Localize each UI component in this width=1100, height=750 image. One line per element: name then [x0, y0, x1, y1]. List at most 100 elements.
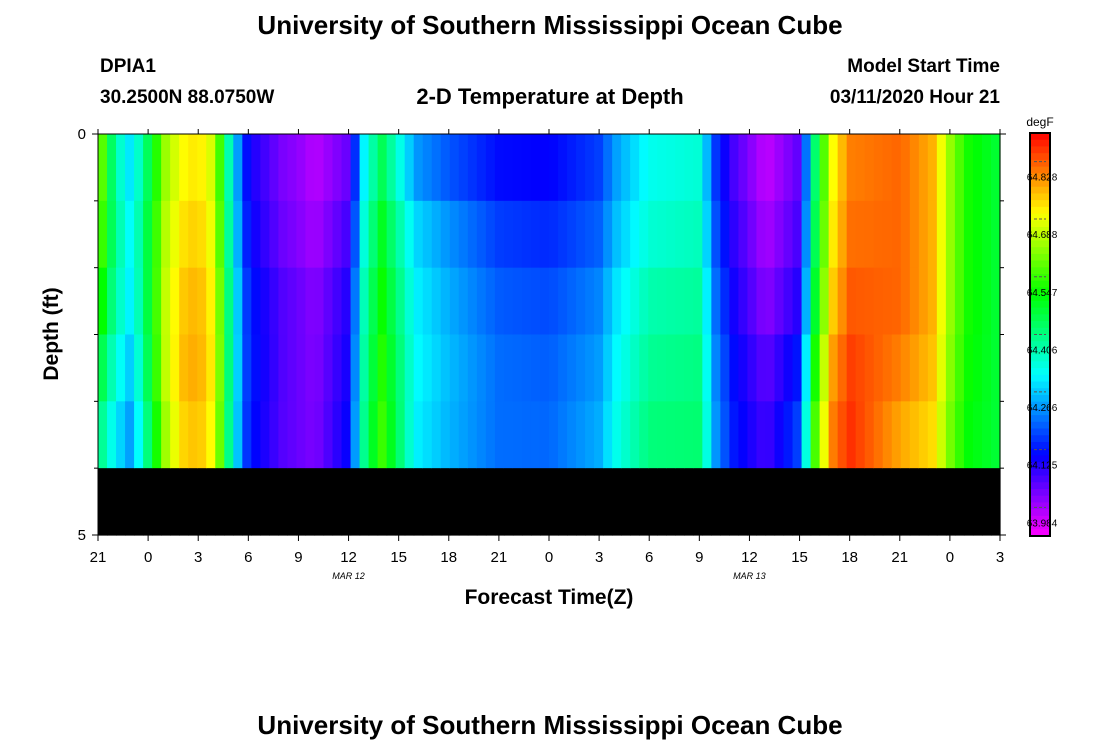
- x-tick-label: 9: [695, 549, 703, 566]
- heatmap-cell: [440, 468, 451, 536]
- colorbar-cell: [1030, 133, 1050, 141]
- heatmap-cell: [179, 334, 189, 402]
- heatmap-cell: [621, 401, 631, 469]
- heatmap-cell: [197, 200, 207, 269]
- heatmap-cell: [251, 267, 261, 336]
- x-tick-label: 18: [440, 549, 457, 566]
- heatmap-cell: [702, 200, 712, 269]
- heatmap-cell: [738, 401, 749, 469]
- heatmap-cell: [530, 468, 541, 536]
- heatmap-cell: [458, 334, 469, 402]
- colorbar-cell: [1030, 240, 1050, 248]
- x-tick-label: 3: [996, 549, 1004, 566]
- heatmap-cell: [630, 401, 640, 469]
- heatmap-cell: [449, 200, 460, 269]
- heatmap-cell: [756, 267, 767, 336]
- heatmap-cell: [116, 334, 126, 402]
- heatmap-cell: [711, 267, 721, 336]
- colorbar-cell: [1030, 468, 1050, 477]
- heatmap-cell: [576, 401, 586, 469]
- heatmap-cell: [954, 200, 965, 269]
- heatmap-cell: [936, 200, 947, 269]
- heatmap-cell: [675, 334, 685, 402]
- heatmap-cell: [945, 200, 956, 269]
- heatmap-cell: [612, 401, 622, 469]
- heatmap-cell: [134, 134, 144, 202]
- heatmap-cell: [269, 134, 279, 202]
- heatmap-cell: [512, 134, 523, 202]
- heatmap-cell: [720, 401, 730, 469]
- heatmap-cell: [720, 134, 730, 202]
- heatmap-cell: [648, 334, 658, 402]
- heatmap-cell: [720, 200, 730, 269]
- heatmap-cell: [918, 468, 929, 536]
- colorbar-tick-label: 64.547: [1027, 288, 1058, 299]
- heatmap-cell: [738, 200, 749, 269]
- heatmap-cell: [927, 134, 938, 202]
- heatmap-cell: [918, 267, 929, 336]
- heatmap-cell: [738, 468, 749, 536]
- colorbar-cell: [1030, 495, 1050, 504]
- heatmap-cell: [161, 468, 171, 536]
- heatmap-cell: [657, 267, 667, 336]
- colorbar-tick-label: 64.406: [1027, 346, 1058, 357]
- heatmap-cell: [260, 267, 270, 336]
- x-tick-label: 15: [390, 549, 407, 566]
- heatmap-cell: [927, 468, 938, 536]
- heatmap-cell: [215, 334, 225, 402]
- heatmap-cell: [882, 200, 893, 269]
- heatmap-cell: [512, 401, 523, 469]
- heatmap-cell: [296, 134, 307, 202]
- heatmap-cell: [404, 468, 415, 536]
- colorbar-unit: degF: [1026, 115, 1053, 129]
- heatmap-cell: [864, 134, 875, 202]
- heatmap-cell: [260, 134, 270, 202]
- heatmap-cell: [693, 334, 703, 402]
- heatmap-cell: [215, 200, 225, 269]
- heatmap-cell: [693, 134, 703, 202]
- heatmap-cell: [549, 334, 559, 402]
- heatmap-cell: [386, 334, 397, 402]
- heatmap-cell: [684, 468, 694, 536]
- x-tick-label: 6: [244, 549, 252, 566]
- heatmap-cell: [702, 267, 712, 336]
- colorbar-cell: [1030, 321, 1050, 329]
- heatmap-cell: [350, 134, 361, 202]
- heatmap-cell: [143, 200, 153, 269]
- heatmap-cell: [215, 267, 225, 336]
- heatmap-cell: [377, 401, 388, 469]
- heatmap-cell: [377, 200, 388, 269]
- heatmap-cell: [152, 134, 162, 202]
- heatmap-cell: [954, 267, 965, 336]
- heatmap-cell: [125, 134, 135, 202]
- heatmap-cell: [467, 267, 478, 336]
- heatmap-cell: [161, 200, 171, 269]
- heatmap-cell: [431, 401, 442, 469]
- heatmap-cell: [368, 468, 379, 536]
- heatmap-cell: [693, 401, 703, 469]
- y-tick-label: 5: [78, 527, 86, 544]
- heatmap-cell: [539, 200, 550, 269]
- heatmap-cell: [792, 134, 803, 202]
- heatmap-cell: [936, 334, 947, 402]
- heatmap-cell: [684, 134, 694, 202]
- heatmap-cell: [395, 200, 406, 269]
- heatmap-cell: [386, 134, 397, 202]
- colorbar-cell: [1030, 180, 1050, 188]
- heatmap-cell: [530, 134, 541, 202]
- heatmap-cell: [639, 401, 649, 469]
- heatmap-cell: [377, 134, 388, 202]
- heatmap-cell: [882, 267, 893, 336]
- heatmap-cell: [918, 200, 929, 269]
- x-axis: 21 0 3 6 9 12 15 18 21 0 3 6 9 12 15 18 21 0 3 MAR 12 MAR 13: [90, 129, 1004, 581]
- heatmap-cell: [242, 200, 252, 269]
- heatmap-cell: [350, 200, 361, 269]
- heatmap-cell: [467, 200, 478, 269]
- heatmap-cell: [359, 267, 370, 336]
- heatmap-cell: [720, 267, 730, 336]
- heatmap-cell: [657, 200, 667, 269]
- heatmap-cell: [152, 401, 162, 469]
- heatmap-cell: [98, 401, 108, 469]
- colorbar-cell: [1030, 475, 1050, 483]
